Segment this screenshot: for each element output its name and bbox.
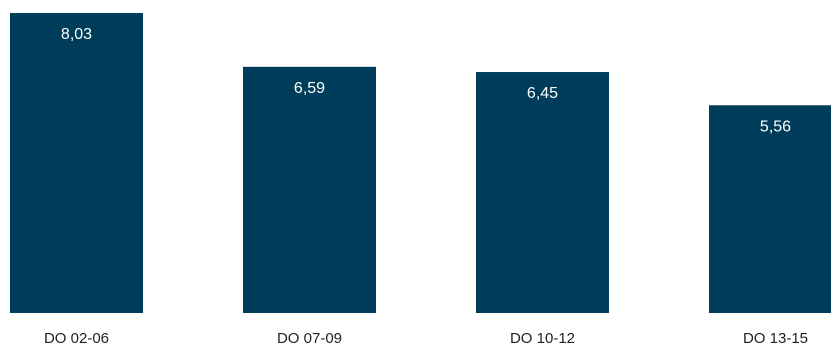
bar-3 xyxy=(476,72,609,313)
bar-2 xyxy=(243,66,376,314)
bars-group xyxy=(10,13,831,314)
value-labels-group: 8,03 6,59 6,45 5,56 xyxy=(61,26,791,135)
value-label-1: 8,03 xyxy=(61,26,92,43)
bar-1 xyxy=(10,13,143,313)
category-label-1: DO 02-06 xyxy=(44,330,109,347)
value-label-2: 6,59 xyxy=(294,80,325,97)
value-label-4: 5,56 xyxy=(760,118,791,135)
category-label-4: DO 13-15 xyxy=(743,330,808,347)
bar-4 xyxy=(709,105,831,313)
category-label-3: DO 10-12 xyxy=(510,330,575,347)
value-label-3: 6,45 xyxy=(527,85,558,102)
category-label-2: DO 07-09 xyxy=(277,330,342,347)
category-labels-group: DO 02-06 DO 07-09 DO 10-12 DO 13-15 xyxy=(44,330,808,347)
